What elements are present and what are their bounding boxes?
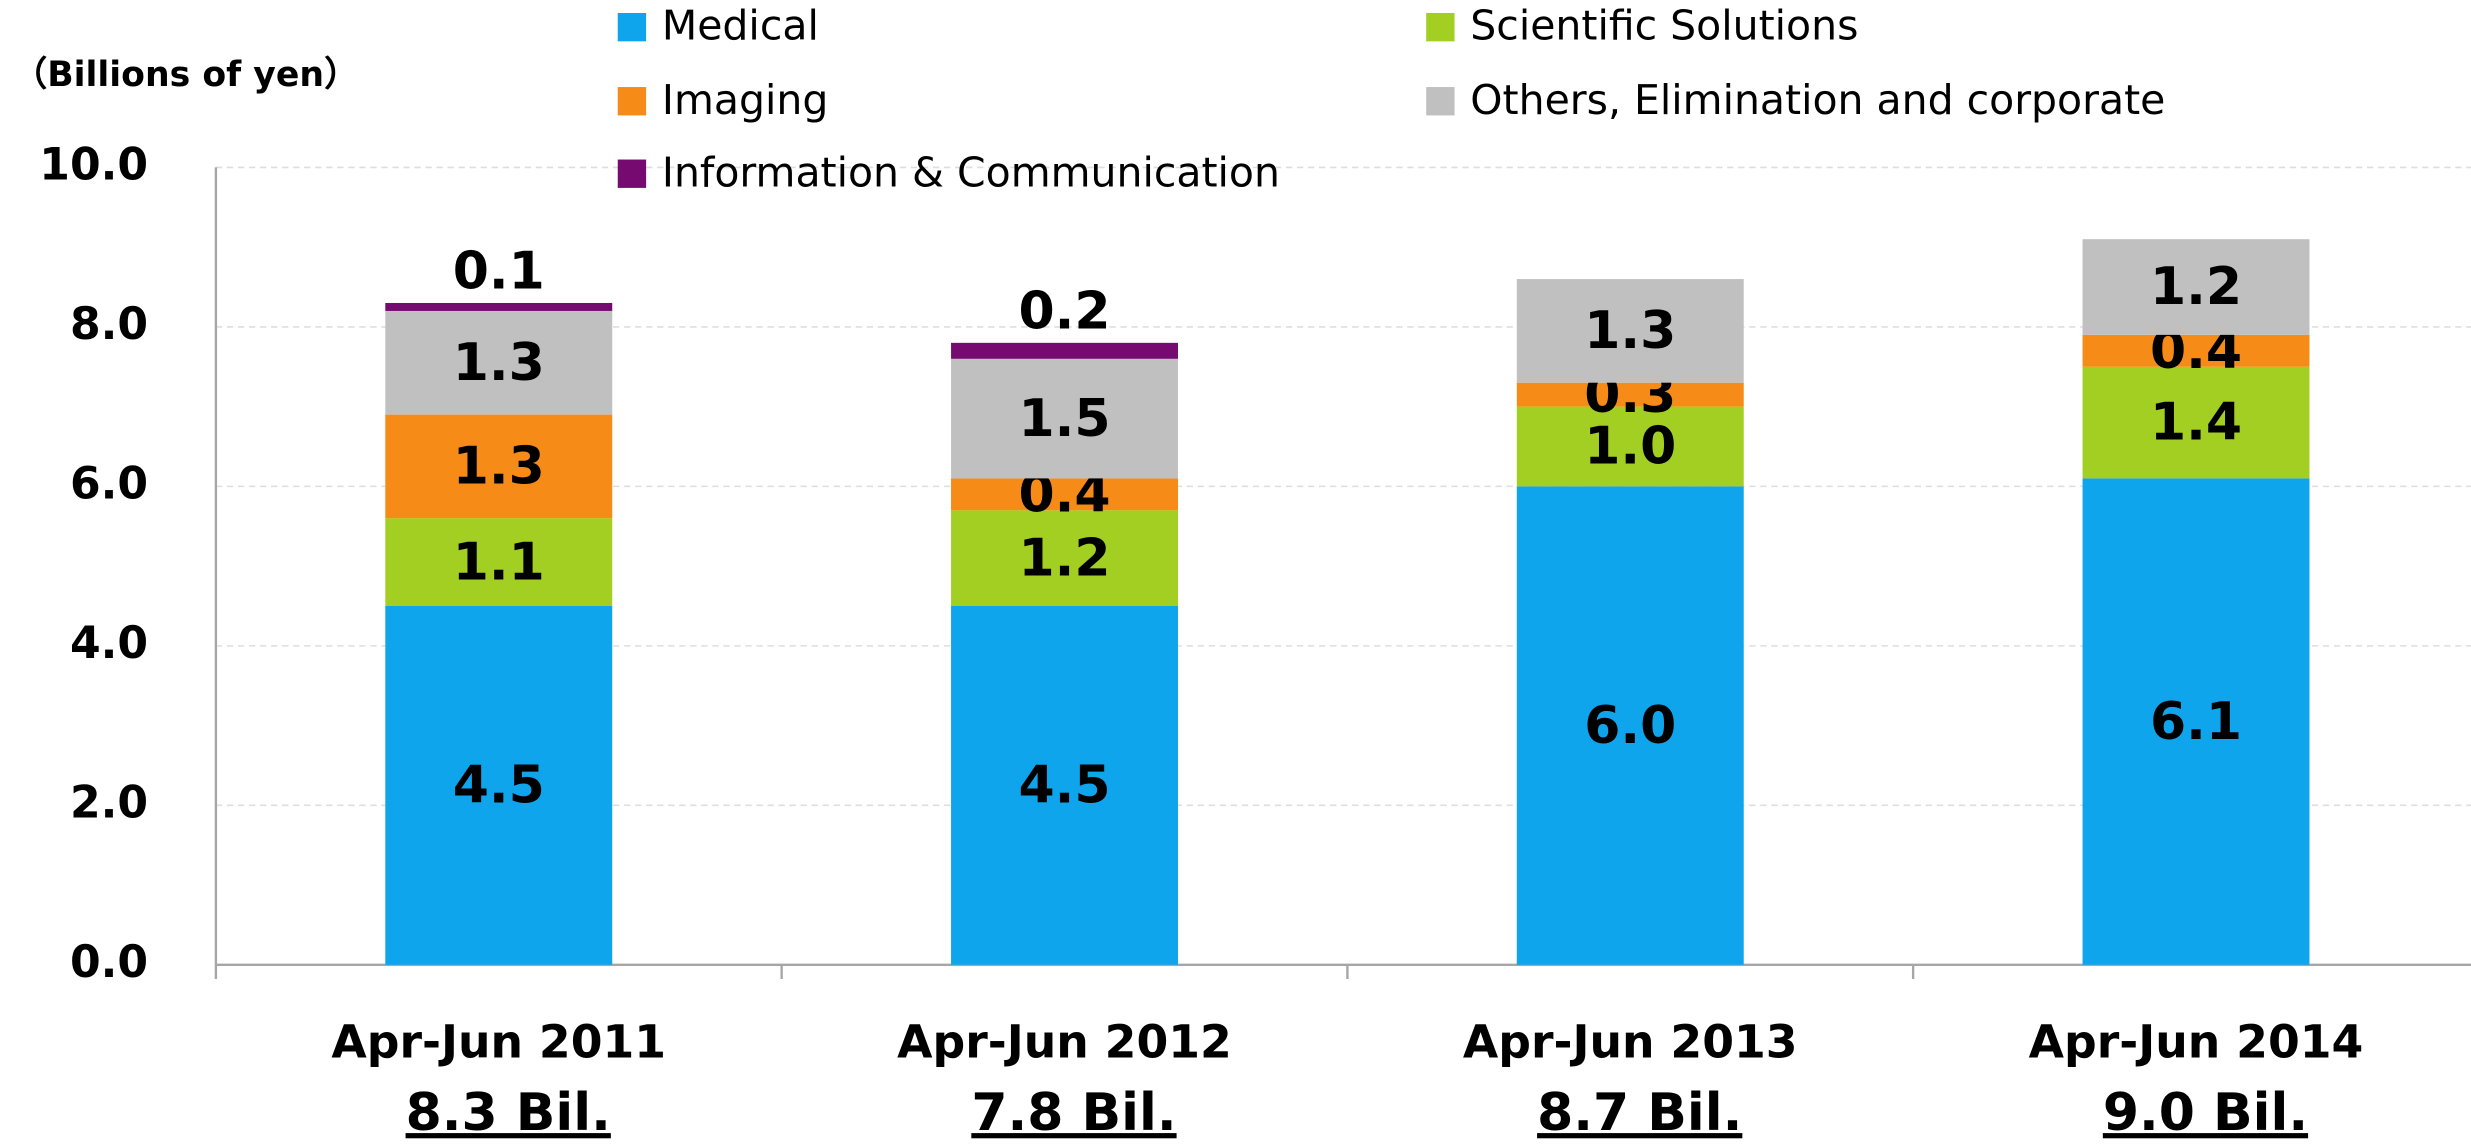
x-tick-label: Apr-Jun 2011: [331, 1016, 666, 1069]
legend-label: Others, Elimination and corporate: [1470, 76, 2165, 124]
value-label: 1.3: [1584, 301, 1676, 361]
x-tick-label: Apr-Jun 2012: [897, 1016, 1232, 1069]
legend-swatch: [617, 159, 647, 188]
legend-label: Information & Communication: [662, 148, 1280, 196]
bar-segment: [2082, 239, 2310, 335]
x-tick-label: Apr-Jun 2014: [2029, 1016, 2364, 1069]
bar-segment: [951, 510, 1178, 606]
bar-segment: [2082, 478, 2310, 965]
value-label: 1.3: [453, 437, 545, 497]
y-tick-label: 10.0: [39, 139, 148, 190]
bar-segment: [385, 518, 613, 606]
bar-segment: [385, 414, 613, 519]
value-label: 1.1: [453, 532, 545, 592]
y-tick-label: 0.0: [70, 937, 148, 988]
y-tick-label: 8.0: [70, 299, 148, 350]
bar-segment: [1516, 406, 1744, 487]
value-label: 4.5: [453, 756, 545, 816]
value-label: 4.5: [1018, 756, 1110, 816]
value-label: 0.2: [1018, 281, 1110, 341]
y-tick-label: 6.0: [70, 458, 148, 509]
total-label: 8.3 Bil.: [406, 1083, 611, 1143]
value-label: 1.3: [453, 333, 545, 393]
bar-segment: [951, 358, 1178, 479]
bar-segment: [2082, 334, 2310, 367]
bar-segment: [2082, 366, 2310, 479]
value-label: 6.0: [1584, 696, 1676, 756]
legend-swatch: [1426, 87, 1455, 116]
value-label: 1.2: [2150, 257, 2242, 317]
bar-segment: [951, 342, 1178, 359]
bar-segment: [1516, 279, 1744, 383]
legend-swatch: [617, 87, 647, 116]
y-tick-label: 4.0: [70, 618, 148, 669]
y-axis-label: （Billions of yen）: [13, 55, 359, 95]
bar-segment: [385, 310, 613, 415]
legend-label: Medical: [662, 2, 819, 50]
value-label: 1.4: [2150, 393, 2242, 453]
total-label: 8.7 Bil.: [1537, 1083, 1742, 1143]
bar-segment: [951, 605, 1178, 965]
bar-segment: [951, 478, 1178, 511]
value-label: 1.2: [1018, 528, 1110, 588]
legend-label: Scientific Solutions: [1470, 2, 1858, 50]
legend-swatch: [617, 12, 647, 42]
total-label: 9.0 Bil.: [2103, 1083, 2308, 1143]
value-label: 1.5: [1018, 389, 1110, 449]
x-tick-label: Apr-Jun 2013: [1463, 1016, 1798, 1069]
bar-segment: [1516, 486, 1744, 965]
total-label: 7.8 Bil.: [971, 1083, 1176, 1143]
value-label: 6.1: [2150, 692, 2242, 752]
y-tick-label: 2.0: [70, 777, 148, 828]
bar-segment: [385, 605, 613, 965]
legend-swatch: [1426, 12, 1455, 42]
legend-label: Imaging: [662, 76, 828, 124]
bar-segment: [1516, 382, 1744, 407]
value-label: 1.0: [1584, 417, 1676, 477]
bar-segment: [385, 302, 613, 311]
value-label: 0.1: [453, 242, 545, 302]
